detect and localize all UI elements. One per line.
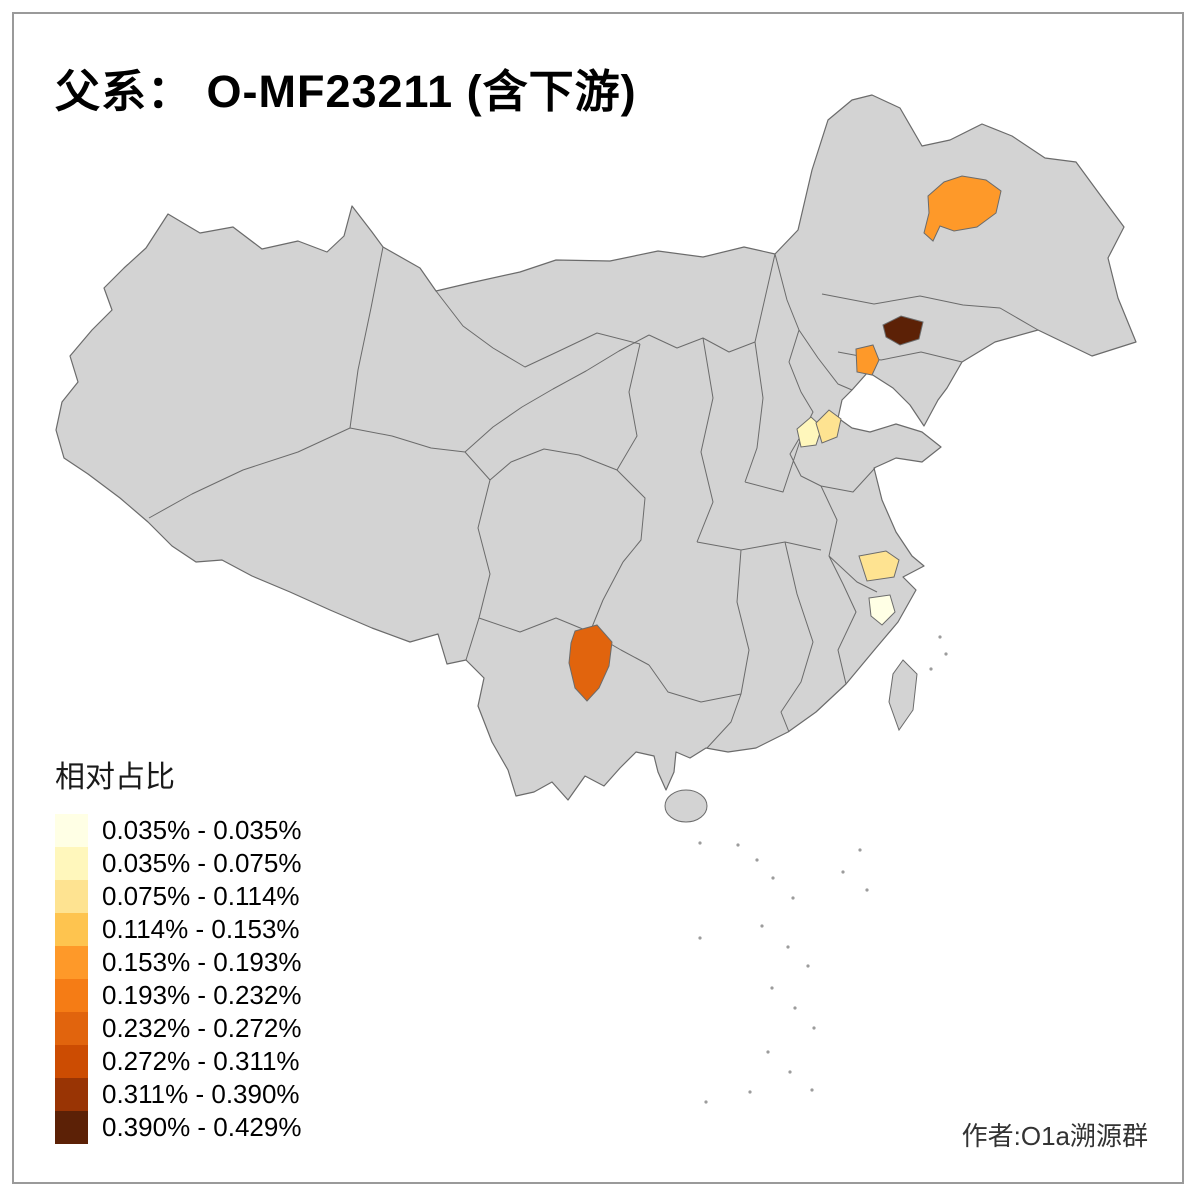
legend-row: 0.035% - 0.075% (55, 847, 301, 880)
page-title: 父系： O-MF23211 (含下游) (55, 66, 637, 117)
legend-row: 0.272% - 0.311% (55, 1045, 301, 1078)
legend-label: 0.035% - 0.035% (102, 815, 302, 845)
legend-row: 0.035% - 0.035% (55, 814, 301, 847)
taiwan-island (888, 659, 918, 732)
legend-row: 0.153% - 0.193% (55, 946, 301, 979)
region-highlight-liaoning-coast (855, 344, 880, 376)
legend-label: 0.232% - 0.272% (102, 1013, 302, 1043)
legend-label: 0.390% - 0.429% (102, 1112, 302, 1142)
legend: 相对占比 0.035% - 0.035% 0.035% - 0.075% 0.0… (55, 752, 301, 1144)
legend-swatch (55, 847, 88, 880)
legend-label: 0.114% - 0.153% (102, 914, 300, 944)
legend-row: 0.193% - 0.232% (55, 979, 301, 1012)
legend-label: 0.075% - 0.114% (102, 881, 300, 911)
legend-title: 相对占比 (55, 761, 175, 794)
legend-row: 0.390% - 0.429% (55, 1111, 301, 1144)
region-highlight-shandong-central (815, 409, 842, 444)
region-highlight-jiangsu-south (858, 550, 900, 582)
legend-swatch (55, 1045, 88, 1078)
region-highlight-northeast-heilongjiang (923, 175, 1002, 242)
legend-row: 0.311% - 0.390% (55, 1078, 301, 1111)
region-highlight-liaoning-east-dark (882, 315, 924, 346)
legend-swatch (55, 946, 88, 979)
legend-row: 0.075% - 0.114% (55, 880, 301, 913)
region-highlight-shandong-west (796, 416, 823, 448)
province-borders (148, 246, 1039, 749)
hainan-island (664, 789, 708, 823)
legend-label: 0.193% - 0.232% (102, 980, 302, 1010)
legend-swatch (55, 1012, 88, 1045)
legend-swatch (55, 913, 88, 946)
legend-swatch (55, 1078, 88, 1111)
south-china-sea-islands (698, 635, 948, 1104)
legend-row: 0.232% - 0.272% (55, 1012, 301, 1045)
legend-rows: 0.035% - 0.035% 0.035% - 0.075% 0.075% -… (55, 814, 301, 1144)
region-highlight-zhejiang-north (868, 594, 896, 626)
legend-label: 0.272% - 0.311% (102, 1046, 300, 1076)
legend-swatch (55, 814, 88, 847)
legend-label: 0.153% - 0.193% (102, 947, 302, 977)
attribution: 作者:O1a溯源群 (961, 1121, 1148, 1151)
legend-label: 0.035% - 0.075% (102, 848, 302, 878)
legend-row: 0.114% - 0.153% (55, 913, 301, 946)
legend-swatch (55, 1111, 88, 1144)
legend-swatch (55, 979, 88, 1012)
legend-label: 0.311% - 0.390% (102, 1079, 300, 1109)
legend-swatch (55, 880, 88, 913)
region-highlight-yunnan-central (568, 624, 613, 702)
